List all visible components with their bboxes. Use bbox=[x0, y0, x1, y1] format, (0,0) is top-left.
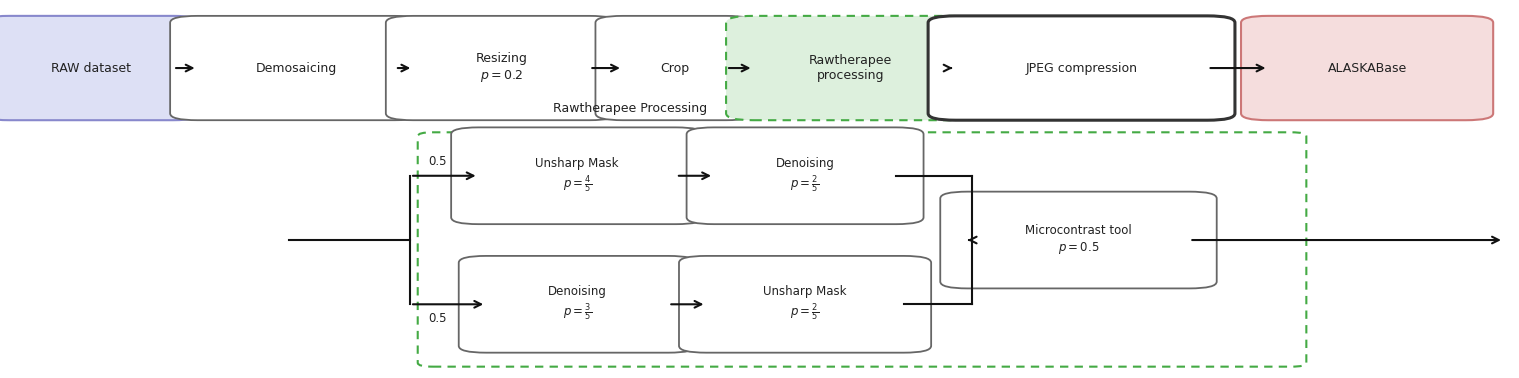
Text: Rawtherapee Processing: Rawtherapee Processing bbox=[553, 102, 708, 115]
Text: Microcontrast tool
$p = 0.5$: Microcontrast tool $p = 0.5$ bbox=[1025, 225, 1132, 256]
FancyBboxPatch shape bbox=[170, 16, 422, 120]
FancyBboxPatch shape bbox=[687, 127, 924, 224]
Text: Denoising
$p = \frac{2}{5}$: Denoising $p = \frac{2}{5}$ bbox=[776, 157, 834, 195]
Text: 0.5: 0.5 bbox=[428, 155, 447, 168]
FancyBboxPatch shape bbox=[928, 16, 1235, 120]
FancyBboxPatch shape bbox=[679, 256, 931, 353]
Text: ALASKABase: ALASKABase bbox=[1328, 62, 1407, 74]
Text: Unsharp Mask
$p = \frac{4}{5}$: Unsharp Mask $p = \frac{4}{5}$ bbox=[536, 157, 618, 195]
FancyBboxPatch shape bbox=[1241, 16, 1493, 120]
FancyBboxPatch shape bbox=[386, 16, 617, 120]
FancyBboxPatch shape bbox=[940, 192, 1217, 288]
FancyBboxPatch shape bbox=[595, 16, 753, 120]
FancyBboxPatch shape bbox=[459, 256, 696, 353]
FancyBboxPatch shape bbox=[451, 127, 703, 224]
FancyBboxPatch shape bbox=[418, 132, 1306, 367]
Text: 0.5: 0.5 bbox=[428, 312, 447, 325]
Text: JPEG compression: JPEG compression bbox=[1025, 62, 1138, 74]
Text: Demosaicing: Demosaicing bbox=[255, 62, 337, 74]
Text: RAW dataset: RAW dataset bbox=[52, 62, 131, 74]
Text: Denoising
$p = \frac{3}{5}$: Denoising $p = \frac{3}{5}$ bbox=[548, 285, 606, 323]
Text: Unsharp Mask
$p = \frac{2}{5}$: Unsharp Mask $p = \frac{2}{5}$ bbox=[764, 285, 846, 323]
Text: Resizing
$p = 0.2$: Resizing $p = 0.2$ bbox=[475, 53, 527, 84]
Text: Crop: Crop bbox=[659, 62, 690, 74]
FancyBboxPatch shape bbox=[0, 16, 201, 120]
Text: Rawtherapee
processing: Rawtherapee processing bbox=[810, 54, 892, 82]
FancyBboxPatch shape bbox=[726, 16, 975, 120]
